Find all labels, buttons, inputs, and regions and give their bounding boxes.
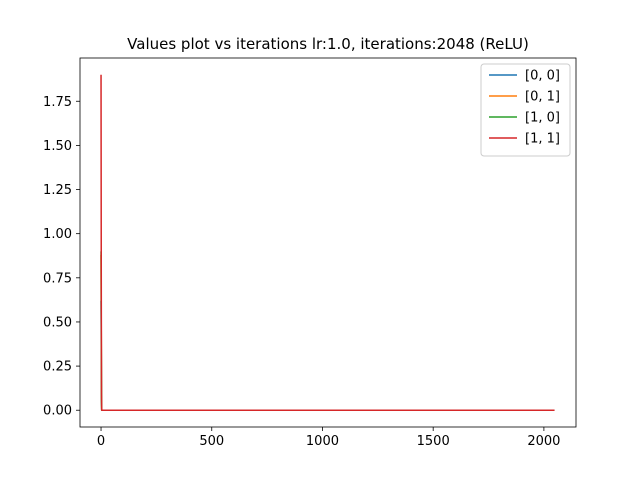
y-tick-label-6: 1.50 <box>43 139 72 154</box>
x-tick-label-1: 500 <box>199 434 224 449</box>
y-tick-label-0: 0.00 <box>43 404 72 419</box>
y-tick-label-5: 1.25 <box>43 183 72 198</box>
y-tick-label-2: 0.50 <box>43 315 72 330</box>
x-tick-label-0: 0 <box>97 434 105 449</box>
x-tick-label-3: 1500 <box>417 434 450 449</box>
chart-title: Values plot vs iterations lr:1.0, iterat… <box>127 35 529 53</box>
y-tick-label-4: 1.00 <box>43 227 72 242</box>
y-tick-label-7: 1.75 <box>43 95 72 110</box>
legend-label-3: [1, 1] <box>525 132 560 147</box>
y-tick-label-3: 0.75 <box>43 271 72 286</box>
legend-label-1: [0, 1] <box>525 90 560 105</box>
series-group <box>100 74 555 411</box>
legend: [0, 0] [0, 1] [1, 0] [1, 1] <box>480 63 571 157</box>
legend-label-2: [1, 0] <box>525 111 560 126</box>
series-line-2 <box>100 251 555 411</box>
plot-area <box>100 74 555 411</box>
x-tick-label-4: 2000 <box>527 434 560 449</box>
series-line-0 <box>100 300 555 411</box>
series-line-1 <box>100 254 555 411</box>
legend-label-0: [0, 0] <box>525 69 560 84</box>
axes: 0 500 1000 1500 2000 0.00 0.25 0.50 0.75 1.00 1.25… <box>43 57 577 449</box>
series-line-3 <box>100 74 555 411</box>
x-tick-label-2: 1000 <box>306 434 339 449</box>
plot-frame <box>79 57 577 428</box>
y-tick-label-1: 0.25 <box>43 360 72 375</box>
legend-box <box>480 63 571 157</box>
